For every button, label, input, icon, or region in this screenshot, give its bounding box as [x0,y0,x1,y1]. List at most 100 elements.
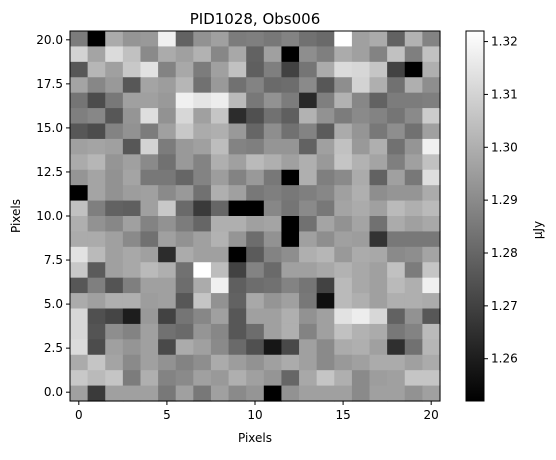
heatmap-cell [70,31,89,48]
heatmap-cell [334,354,353,371]
heatmap-cell [105,370,124,387]
heatmap-cell [404,277,423,294]
heatmap-cell [316,169,335,186]
heatmap-cell [175,200,194,217]
heatmap-cell [281,216,300,233]
heatmap-cell [105,61,124,78]
heatmap-cell [158,354,177,371]
heatmap-cell [299,231,318,248]
heatmap-cell [70,169,89,186]
heatmap-cell [210,61,230,78]
heatmap-cell [281,169,300,186]
heatmap-cell [351,108,371,125]
heatmap-cell [210,354,230,371]
heatmap-cell [351,46,371,63]
heatmap-cell [369,46,388,63]
heatmap-cell [87,108,106,125]
x-tick-label: 10 [247,408,262,422]
heatmap-cell [299,370,318,387]
heatmap-cell [316,77,335,94]
heatmap-cell [158,293,177,310]
heatmap-cell [404,92,423,109]
heatmap-cell [316,354,335,371]
heatmap-cell [193,246,212,263]
heatmap-cell [404,293,423,310]
heatmap-cell [210,92,230,109]
heatmap-cell [193,169,212,186]
heatmap-cell [246,262,265,279]
heatmap-cell [351,216,371,233]
heatmap-cell [193,92,212,109]
heatmap-cell [175,185,194,202]
heatmap-cell [87,123,106,140]
heatmap-cell [263,77,283,94]
heatmap-cells [70,31,441,402]
heatmap-cell [281,108,300,125]
heatmap-cell [263,308,283,325]
heatmap-cell [210,339,230,356]
heatmap-cell [87,323,106,340]
heatmap-cell [105,169,124,186]
heatmap-cell [210,216,230,233]
heatmap-cell [281,123,300,140]
heatmap-cell [369,308,388,325]
heatmap-cell [281,370,300,387]
heatmap-cell [228,61,247,78]
heatmap-cell [281,293,300,310]
heatmap-cell [351,169,371,186]
heatmap-cell [210,46,230,63]
heatmap-cell [105,108,124,125]
heatmap-cell [387,185,406,202]
heatmap-cell [122,323,142,340]
heatmap-cell [281,77,300,94]
heatmap-cell [299,61,318,78]
heatmap-cell [316,154,335,171]
heatmap-cell [122,61,142,78]
heatmap-cell [351,154,371,171]
heatmap-cell [122,108,142,125]
heatmap-cell [193,123,212,140]
heatmap-cell [387,92,406,109]
heatmap-cell [122,370,142,387]
heatmap-cell [404,370,423,387]
heatmap-cell [351,77,371,94]
heatmap-cell [87,216,106,233]
heatmap-cell [193,354,212,371]
heatmap-cell [387,339,406,356]
heatmap-cell [246,123,265,140]
heatmap-cell [422,354,441,371]
heatmap-cell [369,216,388,233]
heatmap-cell [87,308,106,325]
colorbar-ticks: 1.26 1.27 1.28 1.29 1.30 1.31 1.32 [484,35,518,366]
heatmap-cell [404,216,423,233]
chart-title: PID1028, Obs006 [190,10,321,28]
heatmap-cell [334,370,353,387]
heatmap-cell [105,77,124,94]
heatmap-cell [105,339,124,356]
heatmap-cell [299,385,318,402]
heatmap-cell [228,385,247,402]
heatmap-cell [193,154,212,171]
heatmap-cell [334,77,353,94]
heatmap-cell [158,308,177,325]
heatmap-cell [422,169,441,186]
heatmap-cell [316,262,335,279]
heatmap-cell [87,277,106,294]
heatmap-cell [422,339,441,356]
heatmap-cell [87,46,106,63]
heatmap-cell [228,108,247,125]
heatmap-cell [316,108,335,125]
heatmap-cell [387,154,406,171]
heatmap-cell [140,31,159,48]
heatmap-cell [105,262,124,279]
heatmap-cell [281,231,300,248]
heatmap-cell [158,46,177,63]
heatmap-cell [122,385,142,402]
heatmap-cell [122,200,142,217]
heatmap-cell [105,31,124,48]
heatmap-cell [316,46,335,63]
heatmap-cell [193,61,212,78]
heatmap-cell [122,154,142,171]
heatmap-cell [316,246,335,263]
heatmap-cell [334,92,353,109]
